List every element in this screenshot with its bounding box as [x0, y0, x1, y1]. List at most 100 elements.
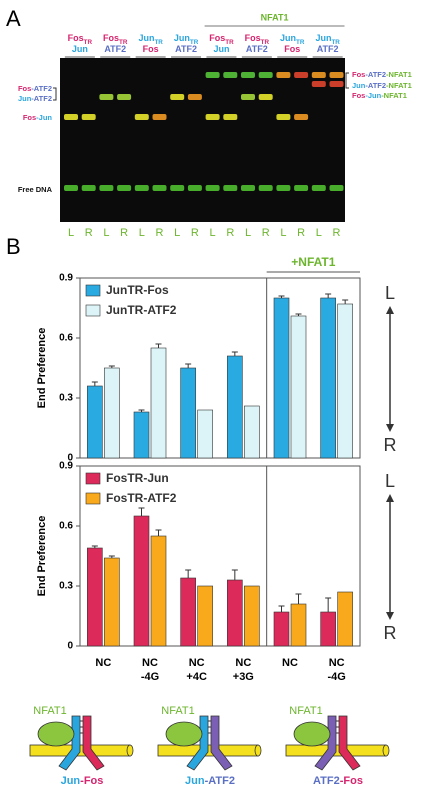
error-bar: [295, 313, 302, 316]
x-tick-label: NC: [95, 657, 111, 669]
error-bar: [108, 365, 115, 368]
gel-band: [294, 72, 309, 78]
bar: [104, 557, 120, 647]
bar: [337, 303, 353, 459]
x-tick-line: +4C: [186, 671, 207, 683]
band-label-part: Jun: [18, 94, 32, 103]
lane-header-part: ATF2: [246, 44, 268, 54]
gel-band: [170, 185, 185, 191]
y-tick-label: 0.3: [59, 581, 73, 592]
gel-band: [294, 185, 309, 191]
protein-arm: [186, 715, 209, 771]
error-bar: [185, 569, 192, 578]
lane-header: ATF2: [104, 44, 126, 54]
bar: [197, 585, 213, 647]
lane-letter: L: [280, 227, 286, 239]
gel-band: [241, 94, 255, 100]
y-tick-label: 0: [67, 641, 73, 652]
complex-label-part: -Fos: [80, 775, 103, 787]
band-label-part: -Jun: [365, 91, 381, 100]
bar: [87, 385, 103, 459]
dna-end: [254, 744, 262, 757]
gel-band: [276, 114, 291, 120]
annotation: +NFAT1: [291, 255, 335, 269]
bar: [133, 411, 150, 459]
x-tick-label: NC: [282, 657, 298, 669]
bar: [273, 297, 290, 459]
complex-label-part: Jun: [185, 775, 205, 787]
error-bar: [155, 343, 162, 348]
lane-letter: R: [262, 227, 270, 239]
gel-band: [241, 185, 255, 191]
y-tick-label: 0.3: [59, 393, 73, 404]
bar: [227, 355, 243, 459]
lane-header-part: Fos: [245, 33, 261, 43]
x-tick-label: NC +3G: [233, 657, 254, 683]
gel-band: [258, 185, 273, 191]
bracket: [345, 72, 349, 89]
nfat-protein: [165, 721, 203, 747]
band-label-part: Fos: [352, 70, 365, 79]
gel-band: [205, 114, 220, 120]
band-label-part: Free DNA: [18, 185, 53, 194]
gel-band: [99, 94, 114, 100]
error-bar: [278, 605, 285, 612]
lane-letter: R: [191, 227, 199, 239]
x-tick-label: NC -4G: [327, 657, 345, 683]
x-tick-line: NC: [189, 657, 205, 669]
lane-header: ATF2: [175, 44, 197, 54]
gel-band: [311, 81, 326, 87]
protein-label: NFAT1: [161, 705, 194, 717]
x-tick-label: NC +4C: [186, 657, 207, 683]
band-label: Fos-Jun: [23, 113, 53, 122]
lane-letter: L: [245, 227, 251, 239]
bar: [290, 603, 307, 647]
gel-band: [152, 185, 167, 191]
lane-header-part: Fos: [209, 33, 225, 43]
y-tick-label: 0.9: [59, 273, 73, 284]
y-tick-label: 0.9: [59, 461, 73, 472]
lane-letter: R: [333, 227, 341, 239]
error-bar: [91, 381, 98, 386]
complex-label: ATF2-Fos: [313, 775, 363, 787]
bar: [320, 611, 336, 647]
panel-label: B: [6, 234, 21, 259]
protein-arm: [82, 715, 105, 771]
bar: [244, 405, 260, 459]
lane-letter: L: [316, 227, 322, 239]
lane-header: FosTR: [209, 33, 234, 46]
x-tick-line: NC: [95, 657, 111, 669]
error-bar: [185, 363, 192, 368]
bar: [180, 577, 196, 647]
nfat-protein: [293, 721, 331, 747]
error-bar: [231, 351, 238, 356]
gel-band: [258, 94, 273, 100]
protein-arm: [210, 715, 233, 771]
lane-letter: L: [139, 227, 145, 239]
gel-band: [187, 185, 202, 191]
error-bar: [231, 569, 238, 580]
lane-header-part: Fos: [284, 44, 300, 54]
lane-letter: R: [85, 227, 93, 239]
plot-frame: [79, 277, 361, 459]
lane-header-part: Jun: [174, 33, 190, 43]
gel-band: [311, 185, 326, 191]
complex-label: Jun-ATF2: [185, 775, 235, 787]
nfat-protein: [37, 721, 75, 747]
bar: [180, 367, 196, 459]
bar: [133, 515, 150, 647]
plot-frame: [79, 465, 361, 647]
band-label: Fos-Jun-NFAT1: [352, 91, 407, 100]
lane-header-part: Fos: [103, 33, 119, 43]
bar: [104, 367, 120, 459]
error-bar: [342, 299, 349, 304]
lane-header-part: TR: [119, 39, 128, 46]
gel-band: [223, 185, 238, 191]
error-bar: [138, 507, 145, 516]
x-tick-line: NC: [142, 657, 158, 669]
lane-header-part: TR: [225, 39, 234, 46]
error-bar: [325, 293, 332, 298]
band-label-part: -NFAT1: [386, 81, 412, 90]
band-label: Jun-ATF2-NFAT1: [352, 81, 412, 90]
gel-band: [81, 114, 96, 120]
